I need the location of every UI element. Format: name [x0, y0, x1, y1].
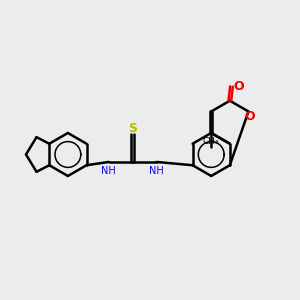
Text: O: O [233, 80, 244, 93]
Text: CH₃: CH₃ [203, 136, 220, 146]
Text: O: O [244, 110, 255, 123]
Text: NH: NH [101, 166, 116, 176]
Text: S: S [128, 122, 137, 135]
Text: NH: NH [149, 166, 164, 176]
